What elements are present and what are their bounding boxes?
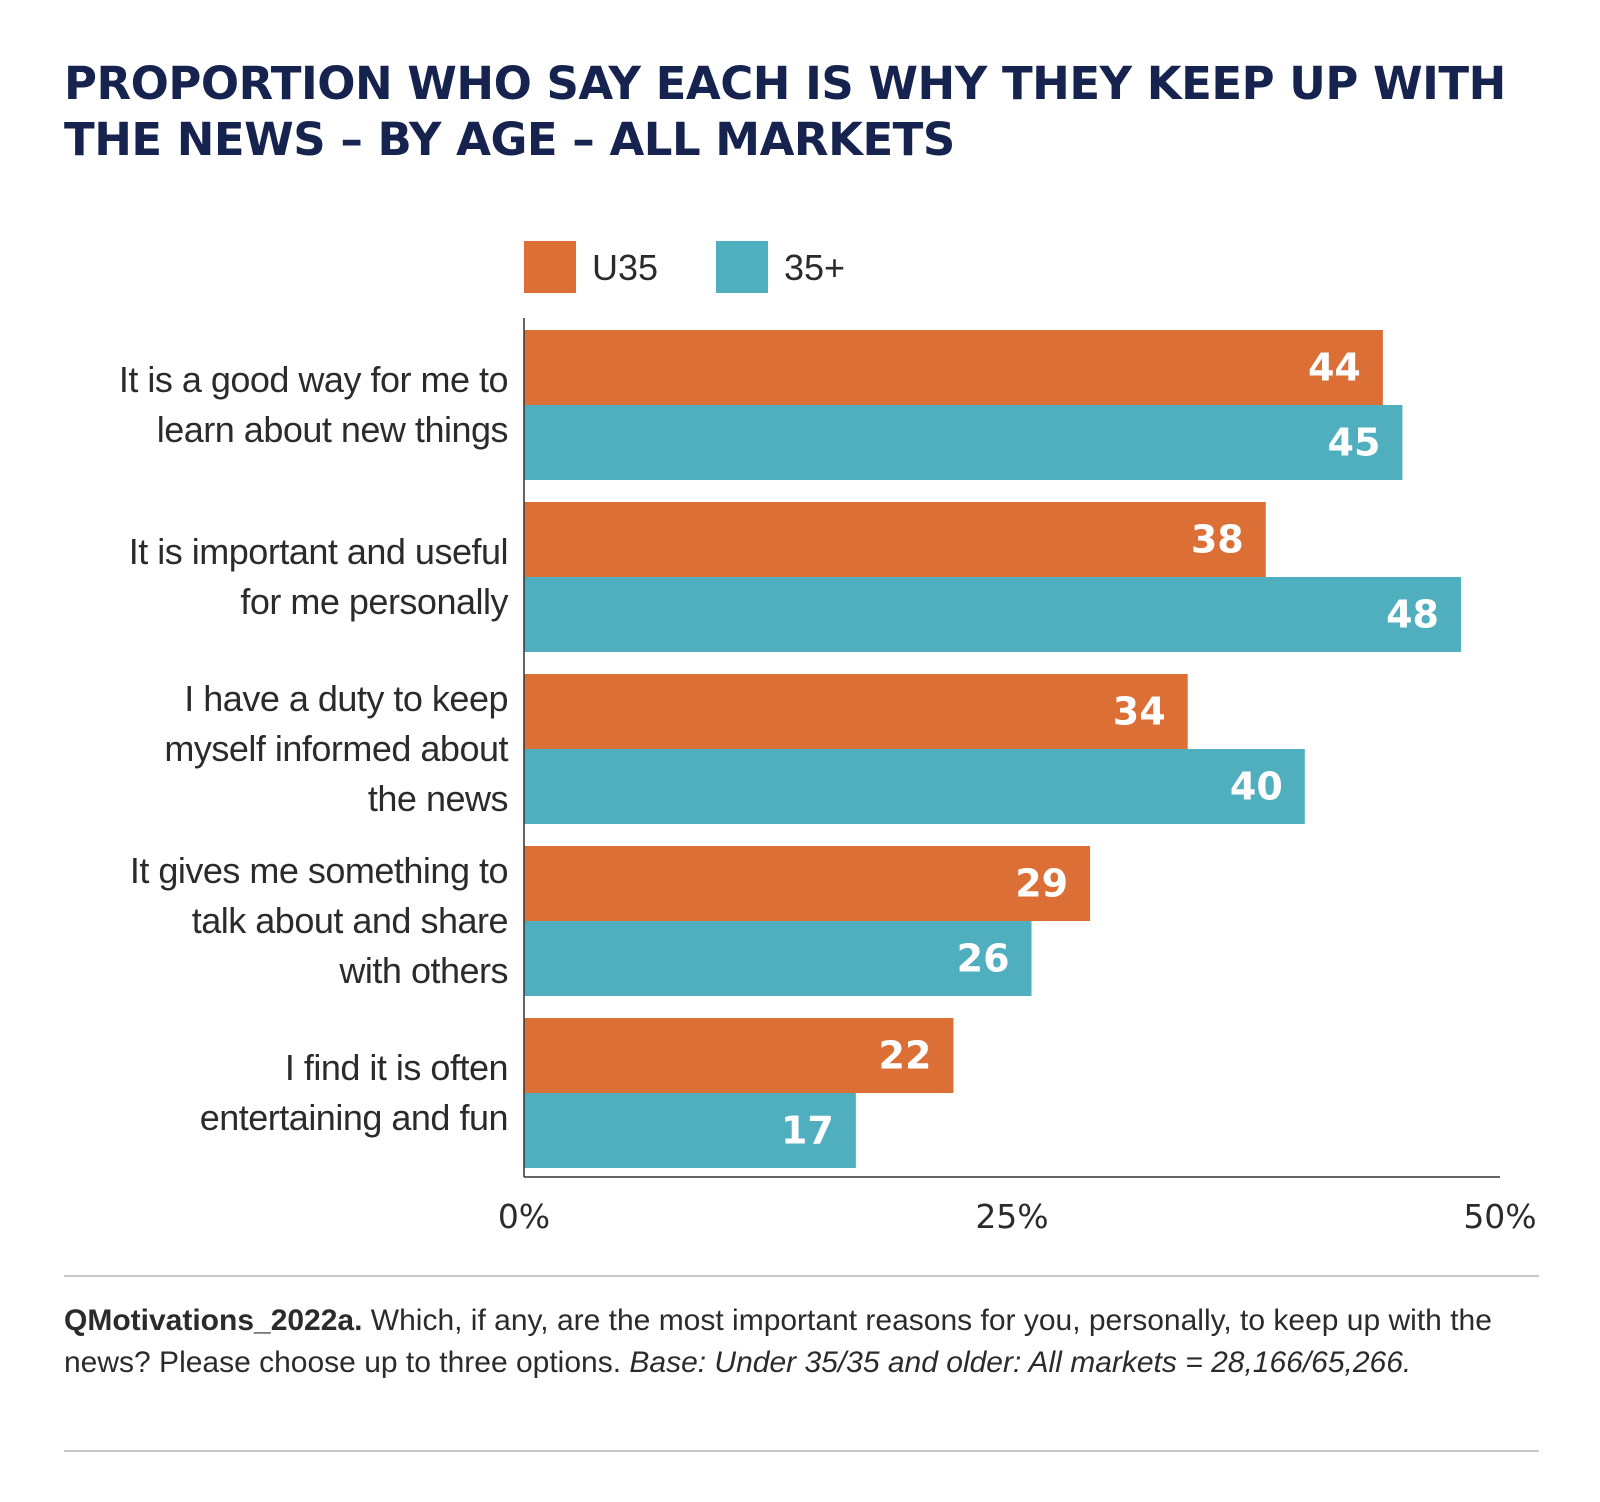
data-label: 29: [1015, 862, 1068, 906]
bar: [524, 330, 1383, 405]
category-label-line: I have a duty to keep: [184, 678, 508, 719]
footnote-base: Base: Under 35/35 and older: All markets…: [629, 1346, 1412, 1379]
data-label: 22: [879, 1034, 932, 1078]
bar: [524, 1018, 954, 1093]
category-label: It gives me something to talk about and s…: [38, 846, 509, 996]
category-label: I find it is often entertaining and fun: [38, 1043, 509, 1143]
data-label: 48: [1386, 593, 1439, 637]
footnote: QMotivations_2022a. Which, if any, are t…: [64, 1300, 1534, 1384]
data-label: 34: [1113, 690, 1166, 734]
bar: [524, 405, 1403, 480]
bar: [524, 1093, 856, 1168]
footer-rule-bottom: [64, 1450, 1539, 1452]
legend-label-u35: U35: [592, 247, 659, 288]
footer-rule-top: [64, 1275, 1539, 1277]
category-label: I have a duty to keep myself informed abo…: [38, 674, 508, 824]
category-label-line: myself informed about: [164, 728, 508, 769]
category-label: It is important and useful for me persona…: [38, 527, 509, 627]
legend-swatch-35plus: [716, 241, 768, 293]
x-tick-label: 25%: [975, 1197, 1048, 1236]
bar: [524, 749, 1305, 824]
bar: [524, 921, 1032, 996]
category-label-line: learn about new things: [156, 409, 509, 450]
data-label: 17: [781, 1109, 834, 1153]
category-label-line: It is important and useful: [128, 531, 509, 572]
x-tick-label: 0%: [498, 1197, 550, 1236]
x-tick-label: 50%: [1463, 1197, 1536, 1236]
bar: [524, 577, 1461, 652]
category-label-line: talk about and share: [191, 900, 509, 941]
legend-swatch-u35: [524, 241, 576, 293]
data-label: 26: [957, 937, 1010, 981]
legend-label-35plus: 35+: [784, 247, 846, 288]
data-label: 40: [1230, 765, 1283, 809]
category-label-line: It is a good way for me to: [118, 359, 509, 400]
category-label-line: entertaining and fun: [199, 1097, 509, 1138]
category-label-line: It gives me something to: [129, 850, 509, 891]
bar: [524, 674, 1188, 749]
footnote-question-text: Which, if any, are the most important re…: [64, 1304, 1492, 1379]
data-label: 45: [1328, 421, 1381, 465]
bar: [524, 502, 1266, 577]
bar: [524, 846, 1091, 921]
category-label-line: with others: [339, 950, 508, 991]
data-label: 38: [1191, 518, 1244, 562]
chart-title: PROPORTION WHO SAY EACH IS WHY THEY KEEP…: [64, 57, 1506, 166]
category-label-line: I find it is often: [284, 1047, 509, 1088]
category-label-line: the news: [367, 778, 509, 819]
category-label: It is a good way for me to learn about ne…: [38, 355, 509, 455]
footnote-question-code: QMotivations_2022a.: [64, 1304, 363, 1337]
data-label: 44: [1308, 346, 1361, 390]
category-label-line: for me personally: [240, 581, 508, 622]
